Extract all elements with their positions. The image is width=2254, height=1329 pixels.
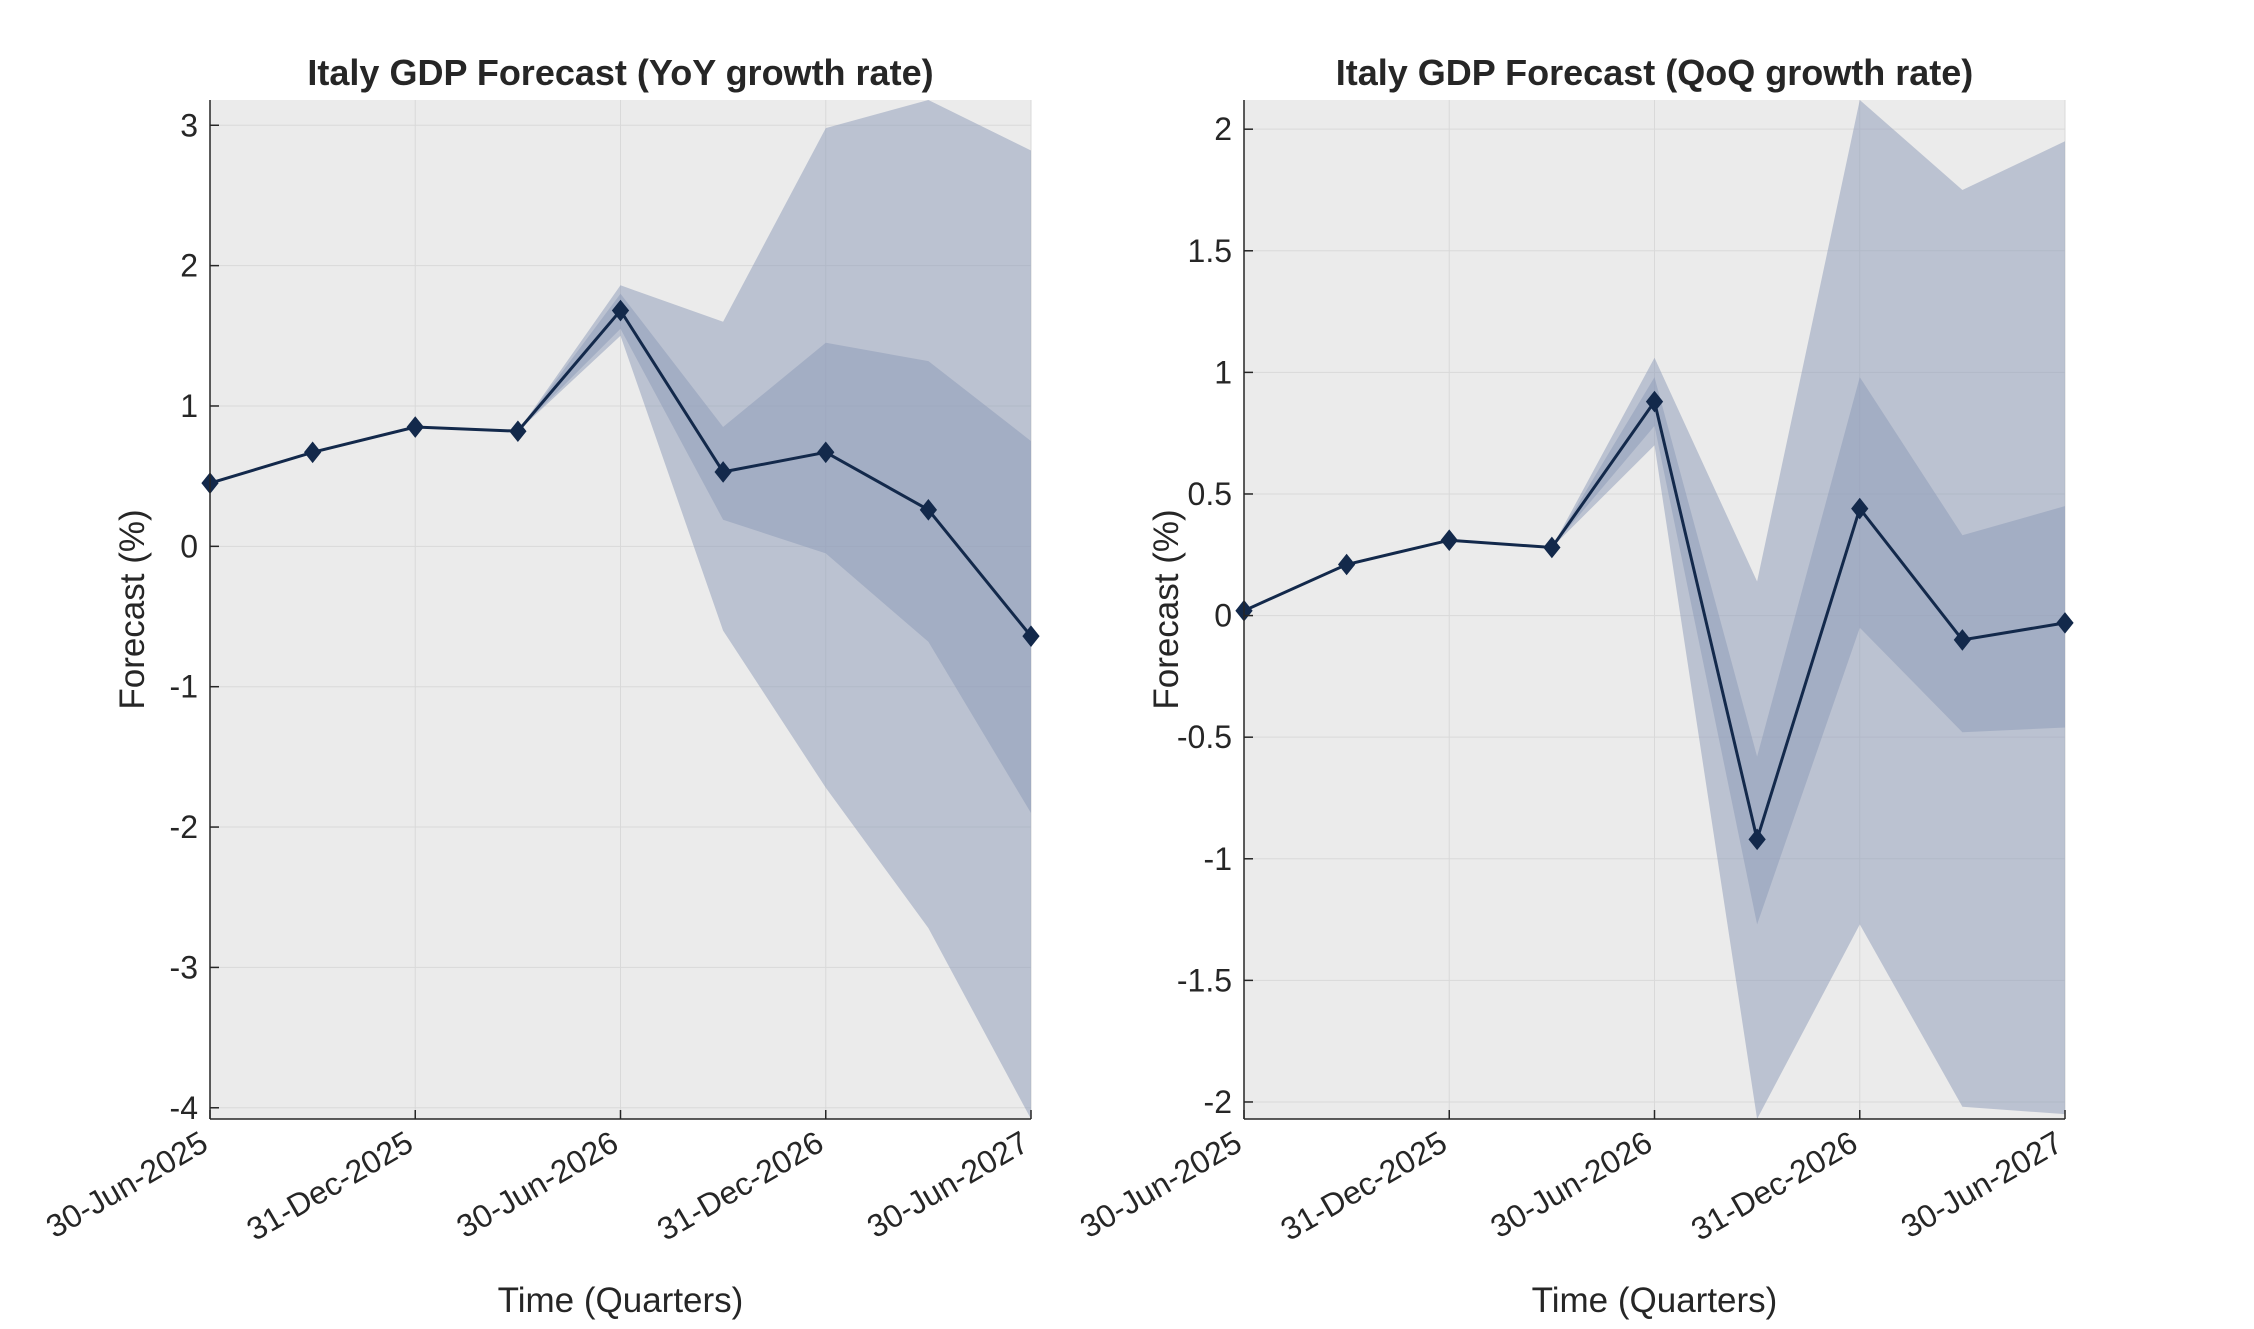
y-axis-label: Forecast (%) (1147, 509, 1186, 709)
y-tick-label: -2 (170, 809, 198, 845)
x-axis-label: Time (Quarters) (1532, 1281, 1778, 1320)
y-axis-label: Forecast (%) (113, 509, 152, 709)
data-point (303, 441, 322, 464)
y-tick-label: 1.5 (1188, 233, 1232, 269)
x-tick-label: 30-Jun-2025 (1074, 1124, 1248, 1245)
data-point (817, 441, 835, 464)
y-tick-label: 2 (180, 248, 198, 284)
y-tick-label: 0 (180, 528, 198, 564)
y-tick-label: -2 (1204, 1084, 1232, 1120)
x-tick-label: 31-Dec-2025 (241, 1124, 419, 1248)
x-tick-label: 30-Jun-2026 (1484, 1124, 1658, 1245)
chart-title: Italy GDP Forecast (YoY growth rate) (307, 52, 933, 93)
data-point (1337, 553, 1356, 576)
data-point (919, 499, 938, 521)
y-tick-label: 1 (1214, 354, 1232, 390)
y-tick-label: -1 (1204, 841, 1232, 877)
data-point (1645, 390, 1664, 413)
x-tick-label: 30-Jun-2027 (861, 1124, 1035, 1245)
x-tick-label: 30-Jun-2025 (40, 1124, 214, 1245)
chart-1: -4 -3 -2 -1 0 1 2 3 30-Jun-2025 31-Dec-2025 30-Jun… (40, 52, 1040, 1320)
band-inner (210, 293, 1031, 813)
data-point (2056, 612, 2074, 634)
y-tick-label: 3 (180, 107, 198, 143)
data-point (509, 420, 527, 443)
x-tick-label: 30-Jun-2027 (1895, 1124, 2069, 1245)
data-point (1543, 536, 1561, 559)
data-point (1022, 625, 1040, 647)
y-tick-label: 0.5 (1188, 476, 1232, 512)
x-axis-label: Time (Quarters) (498, 1281, 744, 1320)
data-point (1953, 629, 1972, 651)
x-tick-label: 31-Dec-2025 (1275, 1124, 1453, 1248)
x-tick-label: 30-Jun-2026 (450, 1124, 624, 1245)
y-tick-label: -1.5 (1177, 962, 1232, 998)
y-tick-label: -0.5 (1177, 719, 1232, 755)
band-outer (1244, 100, 2065, 1119)
y-tick-label: -4 (170, 1090, 198, 1126)
y-tick-label: -1 (170, 669, 198, 705)
data-point (1440, 529, 1458, 551)
y-tick-label: -3 (170, 949, 198, 985)
x-tick-label: 31-Dec-2026 (651, 1124, 829, 1248)
data-point (714, 461, 732, 483)
x-tick-label: 31-Dec-2026 (1685, 1124, 1863, 1248)
data-point (1748, 828, 1766, 851)
y-tick-label: 2 (1214, 111, 1232, 147)
y-tick-label: 1 (180, 388, 198, 424)
y-tick-label: 0 (1214, 598, 1232, 634)
data-point (406, 416, 424, 438)
data-point (1851, 497, 1869, 520)
chart-title: Italy GDP Forecast (QoQ growth rate) (1336, 52, 1973, 93)
data-point (611, 299, 630, 322)
